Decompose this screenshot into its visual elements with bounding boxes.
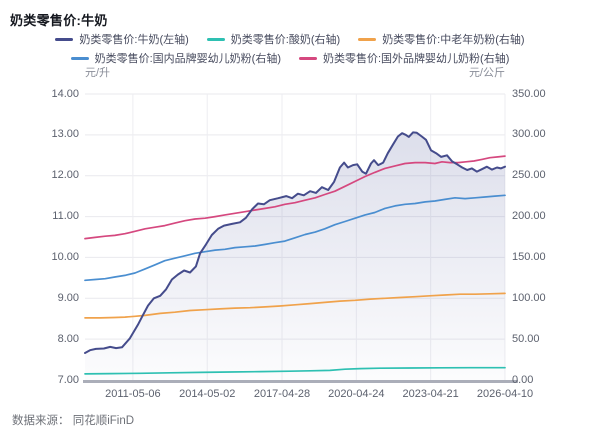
y-axis-label-left: 7.00: [57, 373, 79, 386]
legend-swatch-yogurt-icon: [206, 37, 225, 41]
y-axis-label-left: 10.00: [51, 250, 79, 263]
y-axis-label-right: 300.00: [512, 128, 546, 141]
legend-swatch-foreign-icon: [299, 56, 317, 60]
y-axis-label-left: 11.00: [52, 210, 79, 223]
legend-item-yogurt[interactable]: 奶类零售价:酸奶(右轴): [206, 31, 341, 47]
y-axis-label-right: 100.00: [512, 291, 546, 304]
right-axis-unit: 元/公斤: [468, 67, 505, 79]
y-axis-label-right: 200.00: [512, 210, 546, 223]
y-axis-label-right: 350.00: [512, 87, 546, 100]
legend-item-foreign-infant-formula[interactable]: 奶类零售价:国外品牌婴幼儿奶粉(右轴): [299, 50, 509, 66]
chart-title: 奶类零售价:牛奶: [10, 13, 108, 28]
legend-label: 奶类零售价:中老年奶粉(右轴): [382, 34, 525, 46]
legend-label: 奶类零售价:国内品牌婴幼儿奶粉(右轴): [94, 53, 281, 65]
legend-item-milk[interactable]: 奶类零售价:牛奶(左轴): [55, 31, 189, 47]
y-axis-label-left: 9.00: [57, 291, 79, 304]
y-axis-label-left: 13.00: [51, 128, 79, 141]
x-axis-label: 2014-05-02: [179, 388, 236, 400]
x-axis-label: 2020-04-24: [328, 388, 385, 400]
legend-swatch-middle-aged-icon: [358, 37, 377, 41]
legend-swatch-domestic-icon: [70, 56, 89, 60]
x-axis-label: 2017-04-28: [253, 388, 311, 400]
data-source-note: 数据来源： 同花顺iFinD: [12, 415, 135, 427]
x-axis-label: 2026-04-10: [476, 388, 534, 400]
y-axis-label-right: 250.00: [512, 169, 546, 182]
legend-label: 奶类零售价:国外品牌婴幼儿奶粉(右轴): [323, 53, 510, 65]
legend-row-2: 奶类零售价:国内品牌婴幼儿奶粉(右轴) 奶类零售价:国外品牌婴幼儿奶粉(右轴): [70, 50, 509, 66]
legend: 奶类零售价:牛奶(左轴) 奶类零售价:酸奶(右轴) 奶类零售价:中老年奶粉(右轴…: [10, 31, 570, 66]
y-axis-label-left: 14.00: [51, 87, 79, 100]
legend-row-1: 奶类零售价:牛奶(左轴) 奶类零售价:酸奶(右轴) 奶类零售价:中老年奶粉(右轴…: [55, 31, 525, 47]
x-axis-label: 2011-05-06: [105, 388, 161, 400]
x-axis-label: 2023-04-21: [402, 388, 459, 400]
left-axis-unit: 元/升: [85, 67, 111, 79]
legend-item-middle-aged-milk-powder[interactable]: 奶类零售价:中老年奶粉(右轴): [358, 31, 525, 47]
y-axis-label-right: 0.00: [512, 373, 534, 386]
y-axis-label-right: 150.00: [512, 250, 546, 263]
y-axis-label-left: 12.00: [51, 169, 79, 182]
legend-item-domestic-infant-formula[interactable]: 奶类零售价:国内品牌婴幼儿奶粉(右轴): [70, 50, 281, 66]
y-axis-label-right: 50.00: [512, 332, 540, 345]
y-axis-label-left: 8.00: [57, 332, 79, 345]
legend-label: 奶类零售价:牛奶(左轴): [79, 34, 189, 46]
legend-swatch-milk-icon: [55, 37, 74, 41]
legend-label: 奶类零售价:酸奶(右轴): [230, 34, 341, 46]
